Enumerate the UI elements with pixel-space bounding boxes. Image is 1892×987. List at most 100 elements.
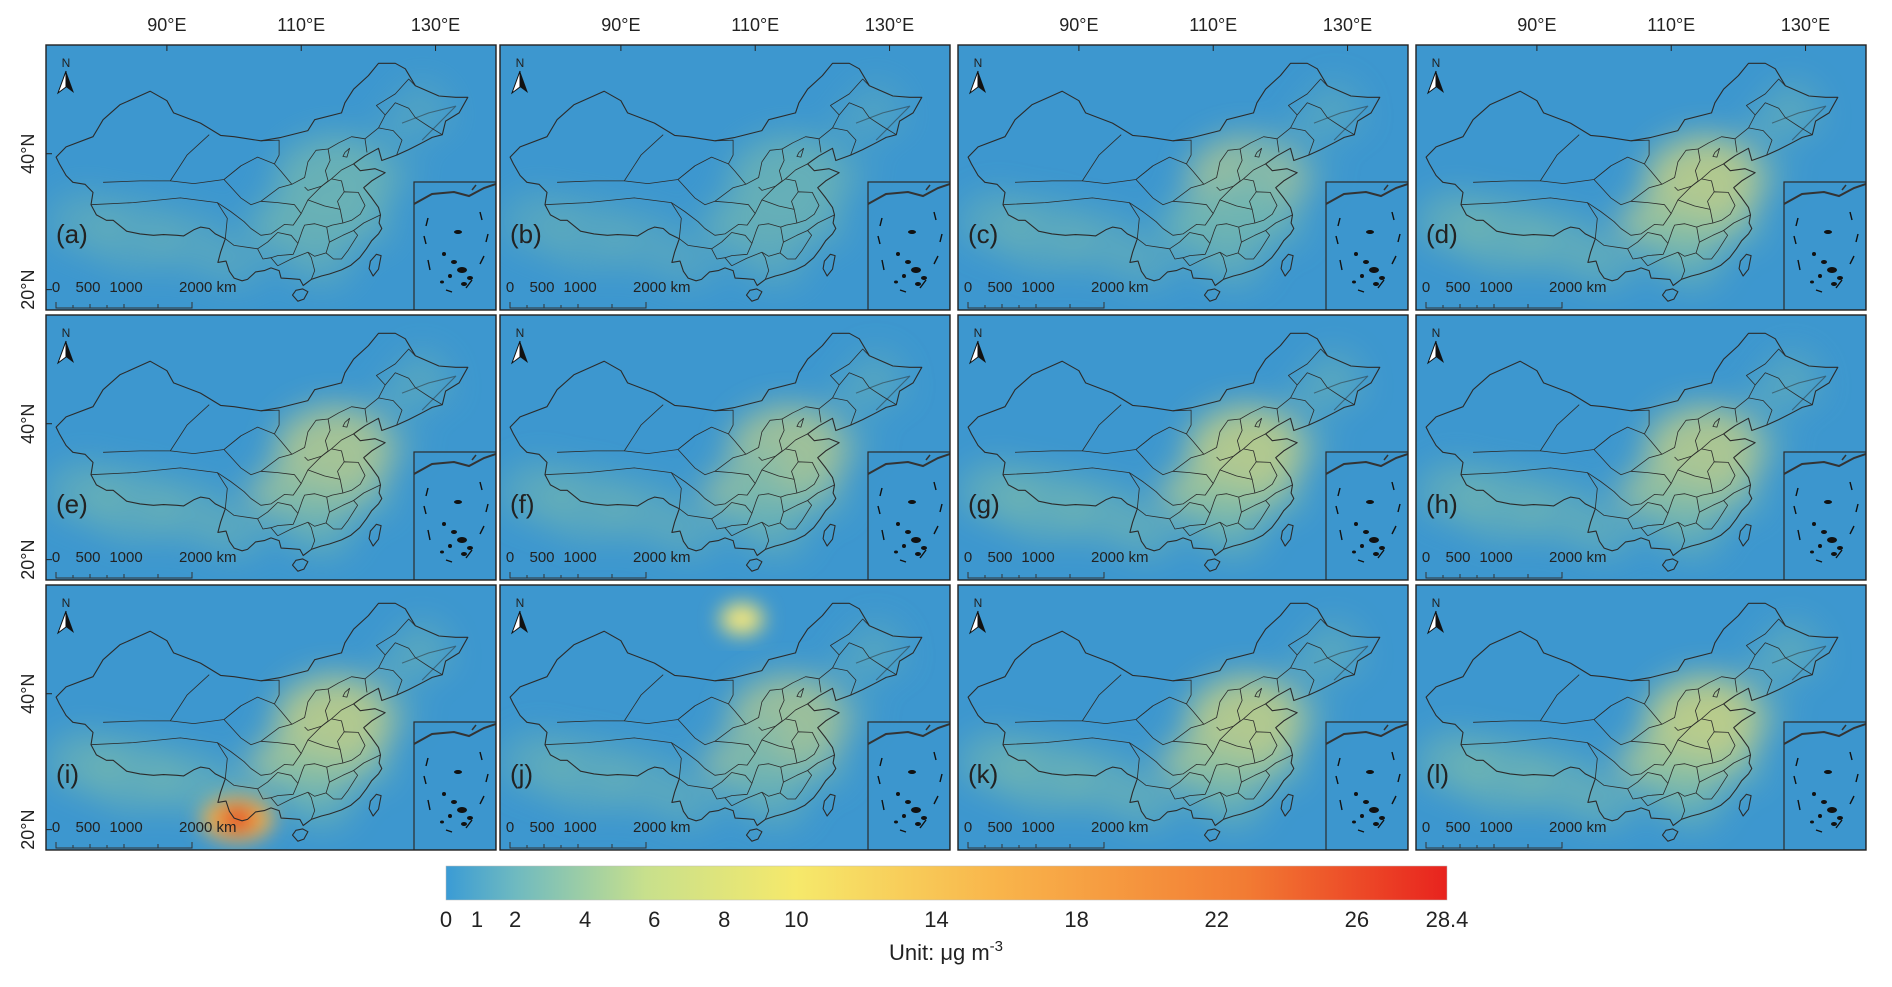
scale-label-2000: 2000 km [1091,279,1149,296]
north-arrow-left [56,340,67,365]
province-border [1265,214,1293,231]
concentration-blob [1199,776,1267,828]
inset-taiwan [471,724,477,731]
province-border [1712,417,1720,428]
province-border [1630,679,1650,705]
concentration-blob [415,374,456,406]
inset-coastline [413,723,496,745]
colorbar-gradient [446,866,1447,900]
province-border [1209,763,1242,797]
panel-label: (j) [510,759,533,789]
north-arrow-left [510,610,521,635]
north-arrow-right [520,341,528,363]
province-border [1661,148,1701,191]
province-border [1276,667,1315,696]
scale-label-1000: 1000 [1021,819,1054,836]
inset-coastline [867,453,950,475]
inset-islands [1352,500,1385,556]
province-border [781,406,822,423]
dash-segment [1391,255,1397,265]
inset-frame [1783,721,1866,850]
concentration-blob [381,428,423,460]
island [442,252,446,256]
scale-bar-line [967,572,1105,579]
map-panel: N (d) 0 500 1000 2000 km 90°E 110°E 130°E [1415,15,1867,311]
admin-border [855,645,911,681]
north-arrow-right [978,341,986,363]
province-border [331,703,354,720]
hainan-island [745,288,763,302]
map-panel: N (k) 0 500 1000 2000 km [957,584,1409,851]
island [442,792,446,796]
inset-taiwan [471,454,477,461]
inset-coastline [413,453,496,475]
scale-bar: 0 500 1000 2000 km [1422,819,1607,849]
island [905,260,911,264]
dash-segment [1391,525,1397,535]
dash-segment [485,503,489,513]
province-border [807,484,835,501]
scale-bar: 0 500 1000 2000 km [506,819,691,849]
province-border [830,618,870,656]
map-field [958,315,1408,580]
dash-segment [1815,829,1823,833]
island [448,544,452,548]
island [1369,267,1379,273]
national-border [1425,62,1839,287]
lon-tick-label: 130°E [865,15,914,35]
inset-coastline [1325,183,1408,205]
province-border [1172,139,1192,165]
nine-dash-line [877,211,943,293]
province-border [1746,348,1786,386]
scale-label-2000: 2000 km [179,819,237,836]
island [1379,276,1385,280]
concentration-blob [200,506,268,558]
panel-label: (i) [56,759,79,789]
scale-bar: 0 500 1000 2000 km [52,279,237,309]
province-border [714,409,734,435]
inset-taiwan [1841,724,1847,731]
scale-label-1000: 1000 [109,549,142,566]
province-border [1723,214,1751,231]
province-border [277,251,316,280]
province-borders [1460,348,1813,550]
north-arrow: N [1426,596,1444,635]
province-border [225,238,279,267]
island [448,814,452,818]
island [1824,500,1832,504]
concentration-blob [835,698,877,730]
scale-label-0: 0 [1422,549,1430,566]
concentration-blob [1327,644,1368,676]
island [911,807,921,813]
north-arrow: N [510,596,528,635]
province-border [1239,406,1280,423]
province-border [1172,409,1192,435]
province-border [1254,687,1262,698]
dash-segment [881,529,885,541]
island [902,544,906,548]
dash-segment [479,795,485,805]
scale-label-500: 500 [987,279,1012,296]
concentration-blob [46,461,127,523]
lon-tick-label: 110°E [1189,15,1237,35]
island [1812,522,1816,526]
dash-segment [899,559,907,563]
province-border [1697,406,1738,423]
province-borders [1002,618,1355,820]
province-border [1627,232,1669,259]
island [467,276,473,280]
concentration-blob [835,428,877,460]
nine-dash-line [877,751,943,833]
province-border [1243,703,1266,720]
province-border [1237,500,1270,530]
scale-label-1000: 1000 [1479,279,1512,296]
colorbar-tick-label: 2 [509,907,521,932]
scale-bar: 0 500 1000 2000 km [964,819,1149,849]
map-field [500,45,950,310]
province-border [1595,778,1649,807]
map-field [46,45,496,310]
panel-label: (b) [510,219,542,249]
province-border [1647,791,1686,820]
province-border [1254,417,1262,428]
dash-segment [899,829,907,833]
